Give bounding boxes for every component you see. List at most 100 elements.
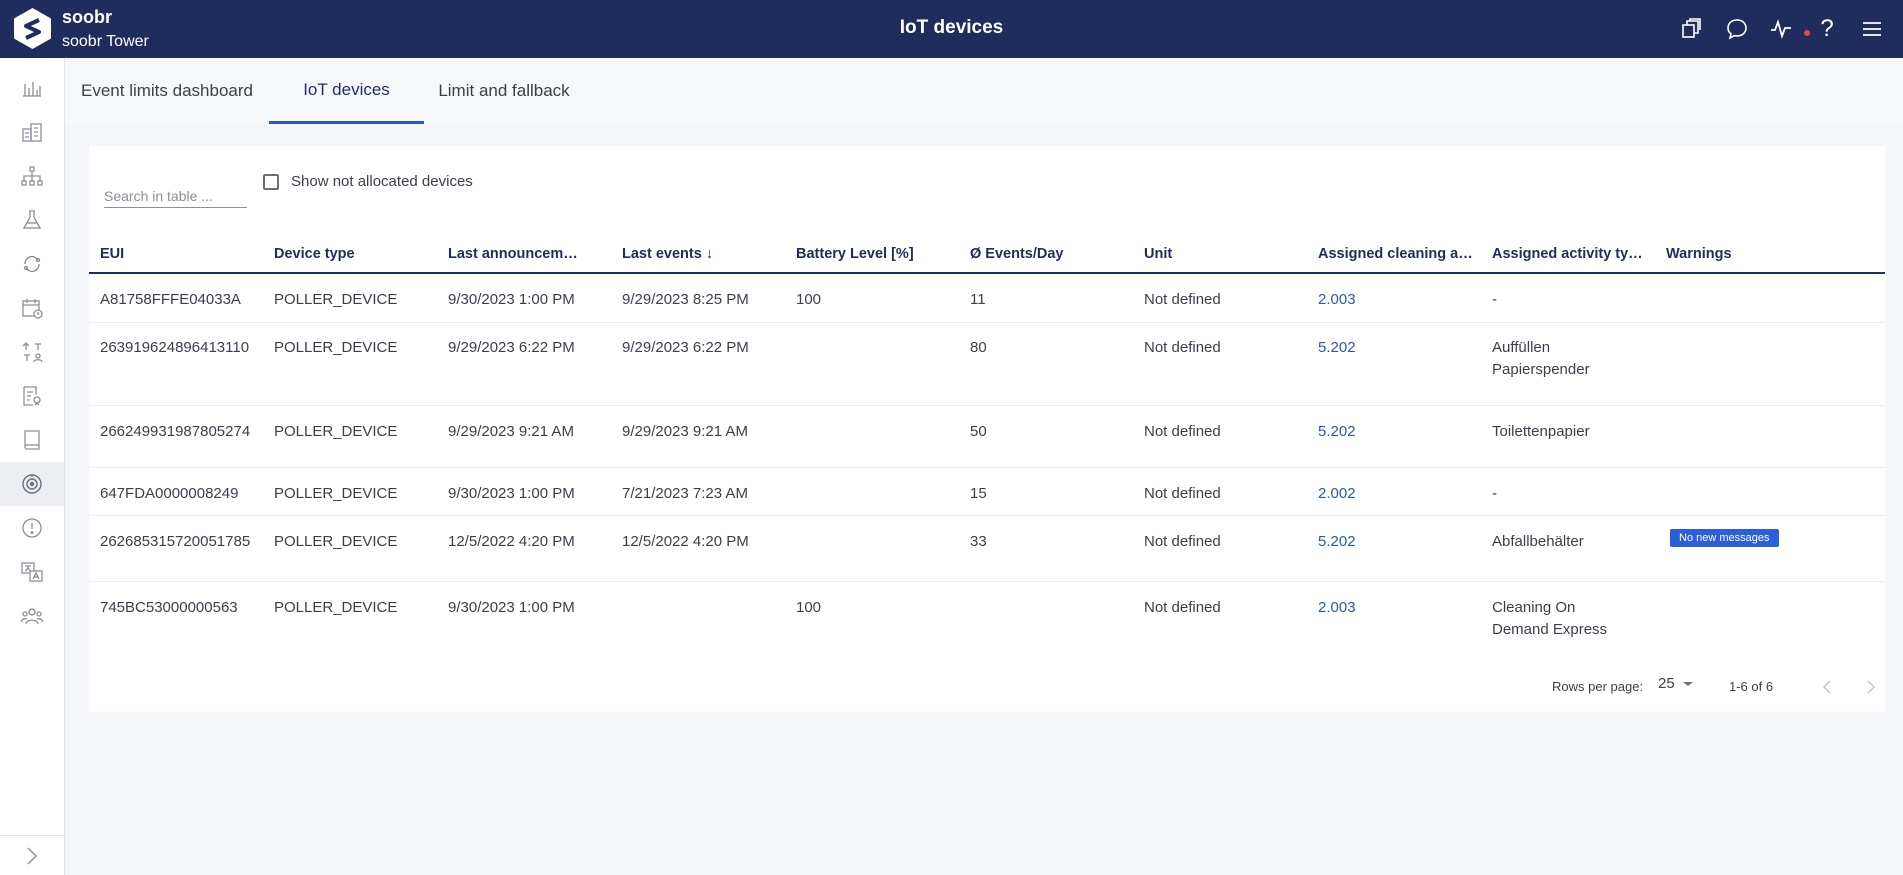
column-header-eui[interactable]: EUI: [100, 246, 125, 262]
page-title: IoT devices: [899, 17, 1004, 38]
column-header-events-per-day[interactable]: Ø Events/Day: [970, 246, 1064, 262]
notification-dot: [1804, 30, 1810, 36]
sidebar: [0, 58, 65, 875]
cell-battery-level: 100: [796, 599, 822, 616]
cell-cleaning-area-link[interactable]: 2.003: [1318, 599, 1356, 616]
calendar-clock-icon[interactable]: [0, 286, 64, 330]
column-header-last-announcement[interactable]: Last announcem…: [448, 246, 578, 262]
cell-last-announcement: 9/30/2023 1:00 PM: [448, 291, 575, 308]
cell-activity-type-line2: Demand Express: [1492, 621, 1608, 638]
warning-badge: No new messages: [1670, 529, 1779, 547]
help-icon[interactable]: ?: [1820, 15, 1834, 42]
table-search-input[interactable]: [104, 184, 247, 208]
hierarchy-icon[interactable]: [0, 154, 64, 198]
cell-last-announcement: 9/29/2023 9:21 AM: [448, 423, 574, 440]
cell-events-per-day: 80: [970, 339, 987, 356]
rows-per-page-label: Rows per page:: [1552, 679, 1644, 694]
cell-eui: 263919624896413110: [100, 339, 250, 356]
show-not-allocated-toggle[interactable]: Show not allocated devices: [263, 173, 473, 190]
copy-icon[interactable]: [1677, 15, 1705, 43]
next-page-icon[interactable]: [1859, 675, 1883, 699]
cell-cleaning-area-link[interactable]: 5.202: [1318, 533, 1356, 550]
app-header: soobr soobr Tower IoT devices ?: [0, 0, 1903, 58]
cell-battery-level: 100: [796, 291, 822, 308]
column-header-unit[interactable]: Unit: [1144, 246, 1173, 262]
cycle-icon[interactable]: [0, 242, 64, 286]
show-not-allocated-label: Show not allocated devices: [291, 173, 473, 190]
users-icon[interactable]: [0, 594, 64, 638]
cell-eui: 647FDA0000008249: [100, 485, 239, 502]
table-row[interactable]: [89, 406, 1885, 468]
chevron-down-icon: [1682, 681, 1693, 686]
previous-page-icon[interactable]: [1815, 675, 1839, 699]
cell-events-per-day: 33: [970, 533, 987, 550]
column-header-assigned-cleaning-area[interactable]: Assigned cleaning a…: [1318, 246, 1473, 262]
cell-eui: 745BC53000000563: [100, 599, 238, 616]
column-header-device-type[interactable]: Device type: [274, 246, 355, 262]
tab-event-limits-dashboard[interactable]: Event limits dashboard: [81, 81, 253, 100]
rows-per-page-value: 25: [1658, 675, 1675, 692]
table-row[interactable]: [89, 516, 1885, 582]
devices-table-card: Show not allocated devices EUI Device ty…: [89, 146, 1885, 712]
cell-cleaning-area-link[interactable]: 5.202: [1318, 423, 1356, 440]
cell-device-type: POLLER_DEVICE: [274, 291, 398, 308]
book-icon[interactable]: [0, 418, 64, 462]
report-icon[interactable]: [0, 374, 64, 418]
cell-last-announcement: 9/30/2023 1:00 PM: [448, 485, 575, 502]
cell-last-events: 9/29/2023 6:22 PM: [622, 339, 749, 356]
cell-events-per-day: 11: [970, 291, 986, 308]
tab-bar: Event limits dashboard IoT devices Limit…: [65, 58, 1903, 124]
chat-icon[interactable]: [1723, 15, 1751, 43]
column-header-warnings[interactable]: Warnings: [1666, 246, 1732, 262]
cell-eui: A81758FFFE04033A: [100, 291, 241, 308]
brand-name: soobr: [62, 7, 113, 27]
iot-sensor-icon[interactable]: [0, 462, 64, 506]
cell-device-type: POLLER_DEVICE: [274, 339, 398, 356]
assignments-icon[interactable]: [0, 330, 64, 374]
show-not-allocated-checkbox[interactable]: [263, 173, 279, 190]
cell-last-announcement: 9/29/2023 6:22 PM: [448, 339, 575, 356]
cell-activity-type: -: [1492, 485, 1497, 502]
table-row[interactable]: [89, 275, 1885, 323]
cell-events-per-day: 50: [970, 423, 987, 440]
alert-icon[interactable]: [0, 506, 64, 550]
cell-eui: 262685315720051785: [100, 533, 251, 550]
cell-unit: Not defined: [1144, 485, 1221, 502]
buildings-icon[interactable]: [0, 110, 64, 154]
cell-last-events: 9/29/2023 9:21 AM: [622, 423, 748, 440]
cell-device-type: POLLER_DEVICE: [274, 423, 398, 440]
cell-last-announcement: 9/30/2023 1:00 PM: [448, 599, 575, 616]
rows-per-page-select[interactable]: 25: [1658, 675, 1695, 692]
menu-icon[interactable]: [1858, 15, 1886, 43]
cell-activity-type: -: [1492, 291, 1497, 308]
table-header: EUI Device type Last announcem… Last eve…: [89, 236, 1885, 274]
activity-icon[interactable]: [1767, 15, 1795, 43]
translate-icon[interactable]: [0, 550, 64, 594]
pagination-range: 1-6 of 6: [1729, 679, 1774, 694]
sidebar-expand-icon[interactable]: [0, 835, 64, 875]
cell-device-type: POLLER_DEVICE: [274, 485, 398, 502]
cell-activity-type: Auffüllen: [1492, 339, 1551, 356]
column-header-last-events[interactable]: Last events ↓: [622, 246, 714, 262]
column-header-assigned-activity-type[interactable]: Assigned activity ty…: [1492, 246, 1643, 262]
building-selector[interactable]: soobr Tower: [62, 33, 149, 50]
cell-activity-type-line2: Papierspender: [1492, 361, 1590, 378]
cell-last-announcement: 12/5/2022 4:20 PM: [448, 533, 575, 550]
analytics-icon[interactable]: [0, 66, 64, 110]
cell-activity-type: Toilettenpapier: [1492, 423, 1590, 440]
table-row[interactable]: [89, 468, 1885, 516]
cell-last-events: 9/29/2023 8:25 PM: [622, 291, 749, 308]
cell-last-events: 12/5/2022 4:20 PM: [622, 533, 749, 550]
cell-cleaning-area-link[interactable]: 2.002: [1318, 485, 1356, 502]
cell-cleaning-area-link[interactable]: 5.202: [1318, 339, 1356, 356]
tab-iot-devices[interactable]: IoT devices: [269, 58, 424, 124]
column-header-battery-level[interactable]: Battery Level [%]: [796, 246, 914, 262]
cell-unit: Not defined: [1144, 423, 1221, 440]
cell-cleaning-area-link[interactable]: 2.003: [1318, 291, 1356, 308]
cell-events-per-day: 15: [970, 485, 987, 502]
soobr-logo-icon: [14, 8, 51, 49]
tab-limit-and-fallback[interactable]: Limit and fallback: [438, 81, 570, 100]
table-row[interactable]: [89, 323, 1885, 406]
lab-flask-icon[interactable]: [0, 198, 64, 242]
cell-unit: Not defined: [1144, 291, 1221, 308]
